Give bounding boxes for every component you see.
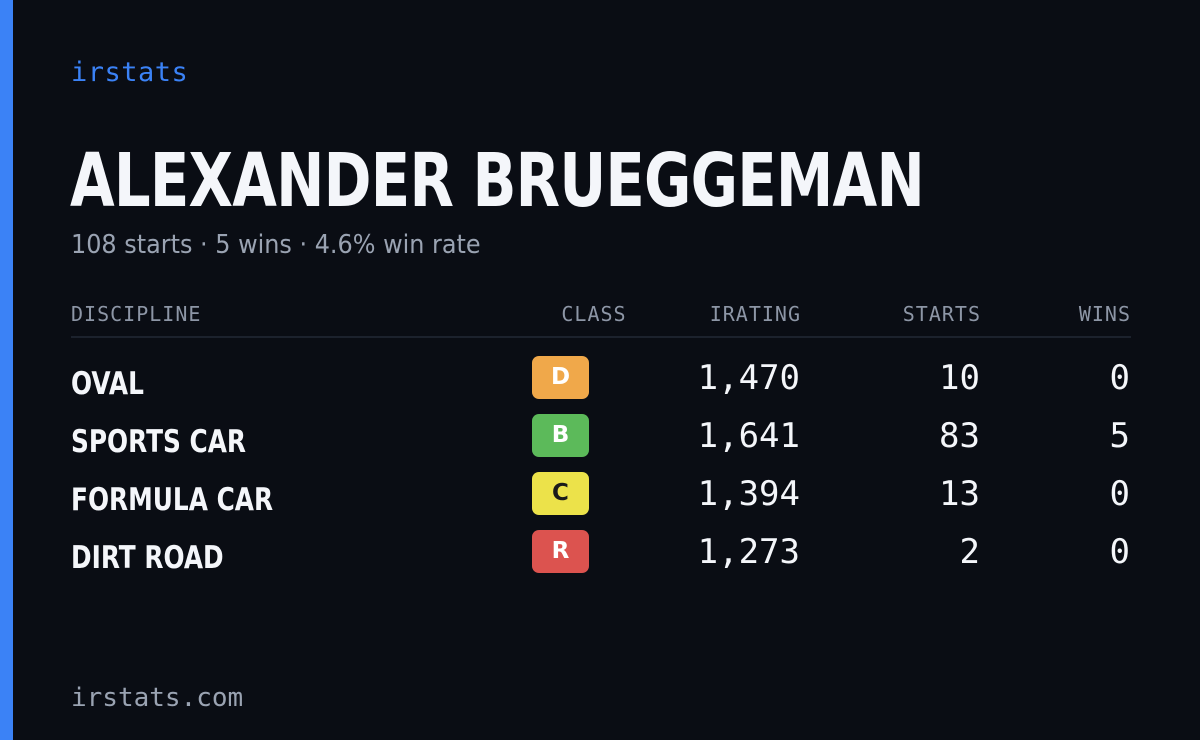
driver-summary: 108 starts · 5 wins · 4.6% win rate xyxy=(71,230,481,260)
irating-value: 1,470 xyxy=(697,358,800,398)
wins-value: 0 xyxy=(1109,358,1130,398)
header-irating: IRATING xyxy=(709,302,801,326)
brand-logo: irstats xyxy=(71,57,189,88)
class-badge: B xyxy=(532,414,589,457)
table-header: DISCIPLINE CLASS IRATING STARTS WINS xyxy=(71,296,1131,338)
table-row: FORMULA CAR C 1,394 13 0 xyxy=(71,468,1131,526)
irating-value: 1,394 xyxy=(697,474,800,514)
table-row: OVAL D 1,470 10 0 xyxy=(71,352,1131,410)
table-body: OVAL D 1,470 10 0 SPORTS CAR B 1,641 83 … xyxy=(71,352,1131,584)
class-badge: D xyxy=(532,356,589,399)
class-badge: C xyxy=(532,472,589,515)
wins-value: 5 xyxy=(1109,416,1130,456)
starts-value: 13 xyxy=(939,474,980,514)
discipline-oval: OVAL xyxy=(71,366,144,402)
header-discipline: DISCIPLINE xyxy=(71,302,202,326)
discipline-formula-car: FORMULA CAR xyxy=(71,482,274,518)
footer-domain: irstats.com xyxy=(71,683,244,713)
starts-value: 10 xyxy=(939,358,980,398)
header-starts: STARTS xyxy=(902,302,981,326)
irating-value: 1,273 xyxy=(697,532,800,572)
driver-name: ALEXANDER BRUEGGEMAN xyxy=(70,138,925,224)
table-row: SPORTS CAR B 1,641 83 5 xyxy=(71,410,1131,468)
discipline-dirt-road: DIRT ROAD xyxy=(71,540,224,576)
header-class: CLASS xyxy=(561,302,627,326)
header-wins: WINS xyxy=(1078,302,1131,326)
wins-value: 0 xyxy=(1109,532,1130,572)
irating-value: 1,641 xyxy=(697,416,800,456)
class-badge: R xyxy=(532,530,589,573)
starts-value: 2 xyxy=(959,532,980,572)
stats-table: DISCIPLINE CLASS IRATING STARTS WINS OVA… xyxy=(71,296,1131,576)
starts-value: 83 xyxy=(939,416,980,456)
accent-bar xyxy=(0,0,13,740)
discipline-sports-car: SPORTS CAR xyxy=(71,424,247,460)
table-row: DIRT ROAD R 1,273 2 0 xyxy=(71,526,1131,584)
wins-value: 0 xyxy=(1109,474,1130,514)
